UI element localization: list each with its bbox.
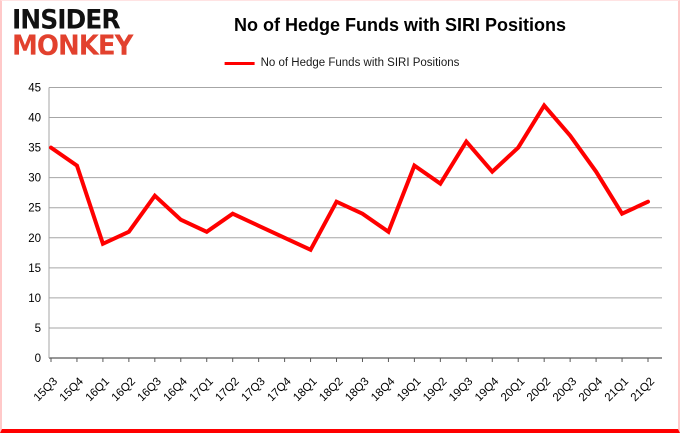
x-tick-label: 19Q3 <box>447 376 475 404</box>
x-tick-label: 17Q1 <box>187 376 215 404</box>
x-tick-label: 19Q1 <box>395 376 423 404</box>
chart-legend: No of Hedge Funds with SIRI Positions <box>224 57 460 69</box>
x-tick-label: 18Q2 <box>317 376 345 404</box>
logo-text-insider: INSIDER <box>12 4 121 35</box>
x-tick-label: 21Q2 <box>629 376 657 404</box>
x-tick-label: 16Q3 <box>136 376 164 404</box>
x-tick-label: 18Q3 <box>343 376 371 404</box>
x-tick-label: 18Q4 <box>369 375 398 404</box>
y-tick-label: 25 <box>28 203 41 215</box>
logo-text-monkey: MONKEY <box>12 30 133 62</box>
x-tick-label: 19Q2 <box>421 376 449 404</box>
x-tick-label: 16Q1 <box>84 376 112 404</box>
y-tick-label: 40 <box>28 113 41 125</box>
x-tick-label: 17Q4 <box>265 375 294 404</box>
hedge-funds-data-line <box>49 102 650 253</box>
y-tick-label: 20 <box>28 233 41 245</box>
x-tick-label: 21Q1 <box>603 376 631 404</box>
x-tick-label: 16Q2 <box>110 376 138 404</box>
y-tick-label: 0 <box>35 353 41 365</box>
insider-monkey-logo: INSIDER MONKEY <box>12 4 133 62</box>
legend-label: No of Hedge Funds with SIRI Positions <box>260 57 460 69</box>
y-tick-label: 10 <box>28 293 41 305</box>
y-tick-label: 15 <box>28 263 41 275</box>
y-tick-label: 30 <box>28 173 41 185</box>
y-tick-label: 5 <box>35 323 41 335</box>
x-tick-label: 20Q3 <box>551 376 579 404</box>
x-tick-label: 18Q1 <box>291 376 319 404</box>
y-tick-label: 45 <box>28 83 41 95</box>
x-tick-label: 19Q4 <box>473 375 502 404</box>
chart-title: No of Hedge Funds with SIRI Positions <box>234 15 566 35</box>
x-tick-label: 16Q4 <box>162 375 191 404</box>
line-chart-svg: 0 5 10 15 20 25 30 35 40 45 15Q315Q416Q116Q216Q316… <box>28 83 662 404</box>
chart-plot-area: 0 5 10 15 20 25 30 35 40 45 15Q3 15Q4 16Q1 16Q2 16Q3 16… <box>2 79 678 429</box>
x-tick-label: 20Q1 <box>499 376 527 404</box>
x-tick-label: 17Q3 <box>239 376 267 404</box>
x-tick-label: 15Q4 <box>58 375 87 404</box>
y-tick-label: 35 <box>28 143 41 155</box>
x-tick-label: 17Q2 <box>213 376 241 404</box>
x-tick-label: 15Q3 <box>32 376 60 404</box>
x-tick-label: 20Q2 <box>525 376 553 404</box>
x-tick-label: 20Q4 <box>577 375 606 404</box>
legend-line-swatch <box>224 61 255 65</box>
